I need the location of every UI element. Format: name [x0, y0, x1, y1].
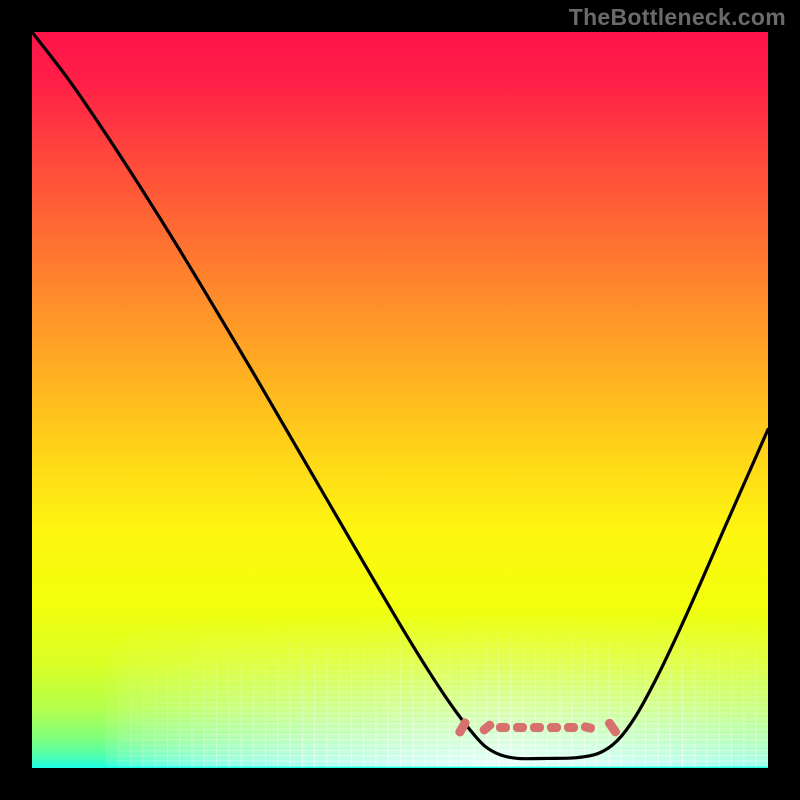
dash-segment [580, 722, 596, 734]
valley-dashed-marker [32, 32, 768, 768]
plot-area [32, 32, 768, 768]
dash-segment [603, 717, 621, 738]
watermark-text: TheBottleneck.com [569, 4, 786, 31]
dash-segment [547, 723, 561, 732]
dash-segment [478, 719, 496, 736]
dash-segment [564, 723, 578, 732]
dash-segment [530, 723, 544, 732]
dash-segment [513, 723, 527, 732]
dash-segment [496, 723, 510, 732]
dash-segment [454, 717, 471, 738]
